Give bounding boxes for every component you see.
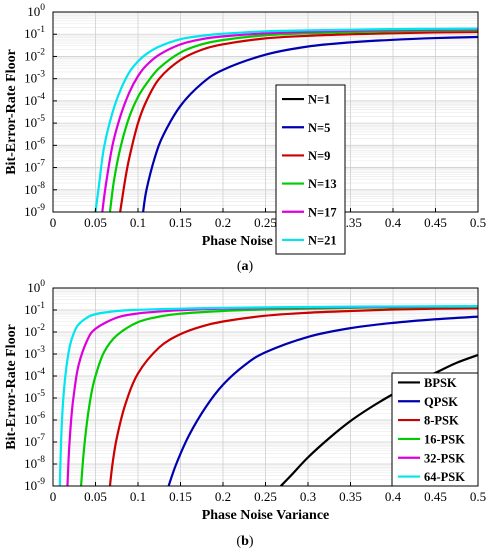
series-line-n-5 (142, 35, 478, 212)
x-tick-label: 0.4 (385, 489, 402, 504)
y-axis-ticks: 100 10-1 10-2 10-3 10-4 10-5 10-6 10-7 10-8 10-9 (24, 279, 57, 493)
y-tick-label: 10-2 (24, 47, 45, 63)
legend: BPSK QPSK 8-PSK 16-PSK 32-PSK 64-PSK (391, 372, 479, 487)
legend-label-n-5: N=5 (308, 121, 330, 135)
series-line-bpsk (280, 353, 478, 486)
x-tick-label: 0.25 (254, 215, 277, 230)
series-lines (94, 27, 478, 212)
legend-box (391, 372, 479, 487)
x-tick-label: 0.45 (424, 215, 447, 230)
x-tick-label: 0 (50, 215, 57, 230)
y-tick-label: 10-7 (24, 159, 45, 175)
y-tick-label: 10-9 (24, 203, 45, 219)
y-tick-label: 10-8 (24, 181, 45, 197)
y-tick-label: 10-3 (24, 70, 45, 86)
x-tick-label: 0.4 (385, 215, 402, 230)
y-tick-label: 10-1 (24, 25, 45, 41)
y-axis-label: Bit-Error-Rate Floor (4, 324, 19, 450)
chart-panel-a: 00.050.10.150.20.250.30.350.40.450.51001… (4, 3, 486, 274)
legend-label-n-1: N=1 (308, 93, 330, 107)
legend-label-qpsk: QPSK (424, 395, 458, 409)
y-tick-label: 10-6 (24, 411, 45, 427)
series-line-qpsk (167, 315, 478, 486)
x-tick-label: 0.05 (84, 215, 107, 230)
legend-box (275, 84, 346, 255)
y-tick-label: 10-6 (24, 136, 45, 152)
series-line-n-9 (119, 30, 478, 212)
y-tick-label: 10-2 (24, 323, 45, 339)
legend-label-32-psk: 32-PSK (424, 451, 465, 465)
y-tick-label: 10-3 (24, 345, 45, 361)
x-tick-label: 0.05 (84, 489, 107, 504)
x-tick-label: 0.5 (470, 489, 486, 504)
legend: N=1 N=5 N=9 N=13 N=17 N=21 (275, 84, 346, 255)
y-tick-label: 10-8 (24, 455, 45, 471)
legend-label-64-psk: 64-PSK (424, 470, 465, 484)
x-tick-label: 0.25 (254, 489, 277, 504)
series-lines (58, 305, 478, 486)
x-tick-label: 0.35 (339, 489, 362, 504)
x-tick-label: 0 (50, 489, 57, 504)
x-tick-label: 0.45 (424, 489, 447, 504)
y-tick-label: 10-1 (24, 301, 45, 317)
x-axis-ticks: 0 0.05 0.1 0.15 0.2 0.25 0.3 0.35 0.4 0.45 0.5 (50, 482, 486, 504)
chart-panel-b: 0 0.05 0.1 0.15 0.2 0.25 0.3 0.35 0.4 0.45 0.51001… (4, 279, 486, 549)
legend-label-8-psk: 8-PSK (424, 414, 459, 428)
series-line-64-psk (58, 305, 478, 486)
x-tick-label: 0.1 (130, 489, 146, 504)
legend-label-bpsk: BPSK (424, 376, 457, 390)
y-tick-label: 10-4 (24, 367, 45, 383)
y-axis-label: Bit-Error-Rate Floor (4, 49, 19, 175)
legend-label-n-17: N=17 (308, 205, 337, 219)
x-tick-label: 0.15 (169, 489, 192, 504)
panel-caption: (a) (237, 259, 254, 274)
y-axis-ticks: 100 10-1 10-2 10-3 10-4 10-5 10-6 10-7 10-8 10-9 (24, 3, 57, 219)
y-tick-label: 100 (27, 279, 45, 295)
x-tick-label: 0.2 (215, 489, 231, 504)
y-tick-label: 10-4 (24, 92, 45, 108)
series-line-n-13 (108, 29, 478, 212)
legend-label-n-21: N=21 (308, 233, 337, 247)
y-tick-label: 10-7 (24, 433, 45, 449)
legend-label-n-9: N=9 (308, 149, 330, 163)
series-line-n-21 (94, 27, 478, 212)
y-tick-label: 10-5 (24, 389, 45, 405)
panel-caption: (b) (236, 534, 253, 549)
x-tick-label: 0.15 (169, 215, 192, 230)
x-tick-label: 0.1 (130, 215, 146, 230)
y-tick-label: 10-5 (24, 114, 45, 130)
series-line-8-psk (108, 307, 478, 486)
x-axis-label: Phase Noise Variance (202, 508, 330, 523)
legend-label-n-13: N=13 (308, 177, 337, 191)
x-tick-label: 0.2 (215, 215, 231, 230)
x-tick-label: 0.5 (470, 215, 486, 230)
legend-label-16-psk: 16-PSK (424, 432, 465, 446)
y-tick-label: 10-9 (24, 477, 45, 493)
y-tick-label: 100 (27, 3, 45, 19)
x-tick-label: 0.3 (300, 489, 316, 504)
